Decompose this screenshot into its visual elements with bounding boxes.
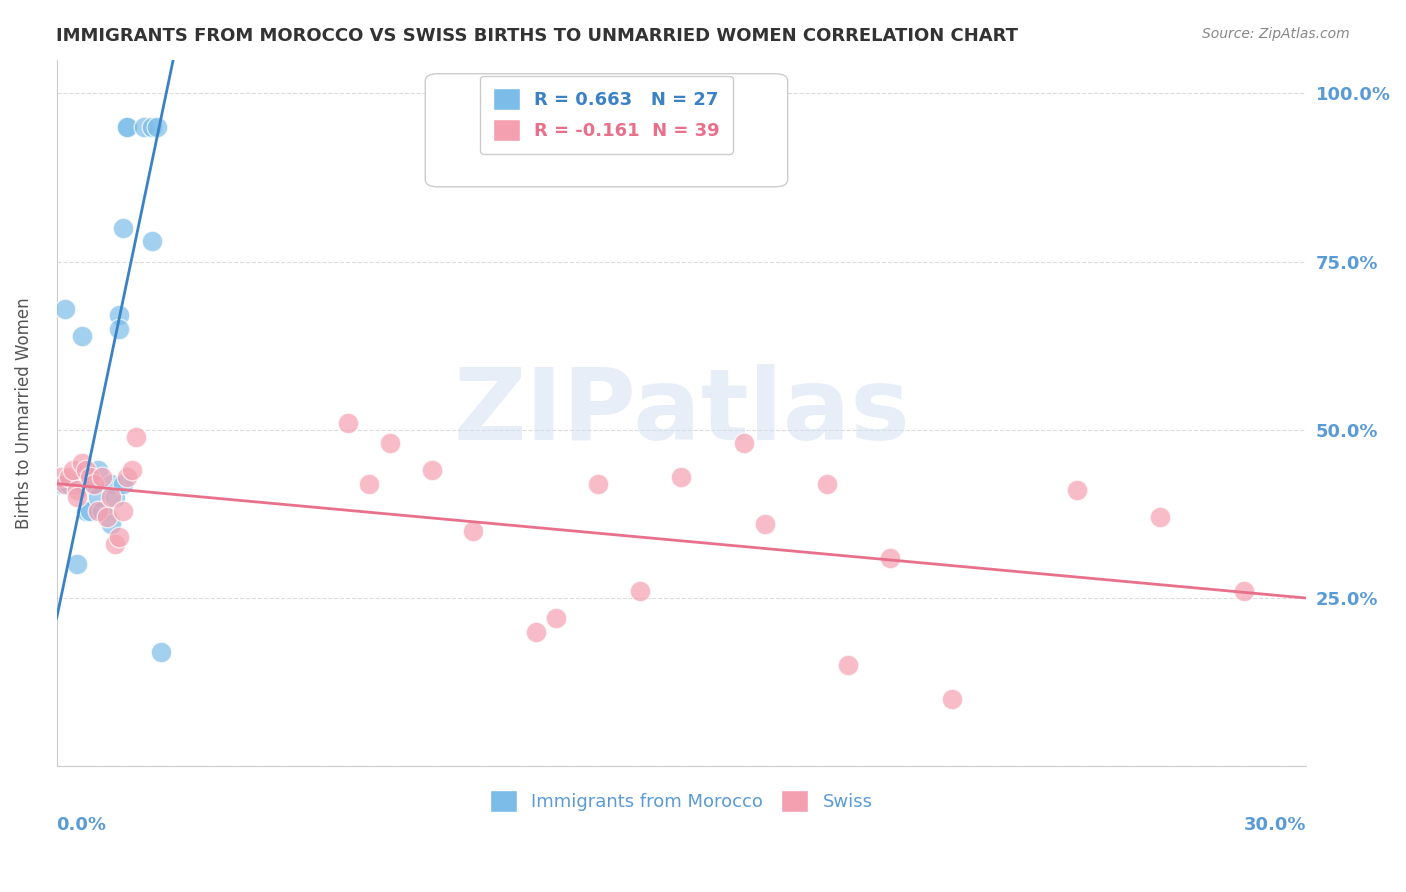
- Point: [524, 624, 547, 639]
- Point: [1233, 584, 1256, 599]
- Text: IMMIGRANTS FROM MOROCCO VS SWISS BIRTHS TO UNMARRIED WOMEN CORRELATION CHART: IMMIGRANTS FROM MOROCCO VS SWISS BIRTHS …: [56, 27, 1018, 45]
- Point: [837, 658, 859, 673]
- Point: [58, 476, 80, 491]
- Point: [104, 490, 127, 504]
- Point: [420, 463, 443, 477]
- Point: [49, 470, 72, 484]
- Point: [941, 692, 963, 706]
- Point: [49, 476, 72, 491]
- Point: [83, 476, 105, 491]
- Point: [378, 436, 401, 450]
- Point: [671, 470, 693, 484]
- Point: [70, 328, 93, 343]
- Point: [70, 457, 93, 471]
- Point: [108, 309, 131, 323]
- Point: [53, 301, 76, 316]
- Point: [83, 476, 105, 491]
- Point: [75, 503, 97, 517]
- Point: [357, 476, 380, 491]
- Point: [91, 503, 114, 517]
- Point: [1066, 483, 1088, 498]
- Point: [100, 490, 122, 504]
- Point: [149, 645, 172, 659]
- Point: [87, 463, 110, 477]
- Point: [112, 476, 135, 491]
- Point: [117, 120, 139, 134]
- Point: [87, 490, 110, 504]
- Point: [463, 524, 485, 538]
- Text: Source: ZipAtlas.com: Source: ZipAtlas.com: [1202, 27, 1350, 41]
- FancyBboxPatch shape: [425, 74, 787, 186]
- Point: [104, 537, 127, 551]
- Point: [108, 322, 131, 336]
- Point: [62, 463, 84, 477]
- Point: [141, 235, 163, 249]
- Point: [87, 503, 110, 517]
- Point: [815, 476, 838, 491]
- Text: 0.0%: 0.0%: [56, 816, 107, 834]
- Point: [117, 470, 139, 484]
- Point: [121, 463, 143, 477]
- Legend: Immigrants from Morocco, Swiss: Immigrants from Morocco, Swiss: [481, 780, 882, 821]
- Point: [117, 120, 139, 134]
- Text: ZIPatlas: ZIPatlas: [453, 365, 910, 461]
- Point: [337, 416, 360, 430]
- Y-axis label: Births to Unmarried Women: Births to Unmarried Women: [15, 297, 32, 529]
- Point: [91, 470, 114, 484]
- Point: [586, 476, 609, 491]
- Point: [112, 220, 135, 235]
- Point: [79, 470, 101, 484]
- Point: [75, 463, 97, 477]
- Point: [53, 476, 76, 491]
- Point: [100, 476, 122, 491]
- Point: [125, 429, 148, 443]
- Point: [546, 611, 568, 625]
- Point: [145, 120, 167, 134]
- Point: [108, 531, 131, 545]
- Point: [112, 503, 135, 517]
- Point: [58, 470, 80, 484]
- Point: [733, 436, 755, 450]
- Point: [66, 490, 89, 504]
- Point: [1149, 510, 1171, 524]
- Point: [141, 120, 163, 134]
- Point: [754, 516, 776, 531]
- Point: [879, 550, 901, 565]
- Point: [100, 516, 122, 531]
- Point: [96, 510, 118, 524]
- Point: [70, 476, 93, 491]
- Point: [132, 120, 155, 134]
- Point: [79, 503, 101, 517]
- Point: [628, 584, 651, 599]
- Point: [66, 558, 89, 572]
- Point: [66, 483, 89, 498]
- Point: [79, 476, 101, 491]
- Text: 30.0%: 30.0%: [1244, 816, 1306, 834]
